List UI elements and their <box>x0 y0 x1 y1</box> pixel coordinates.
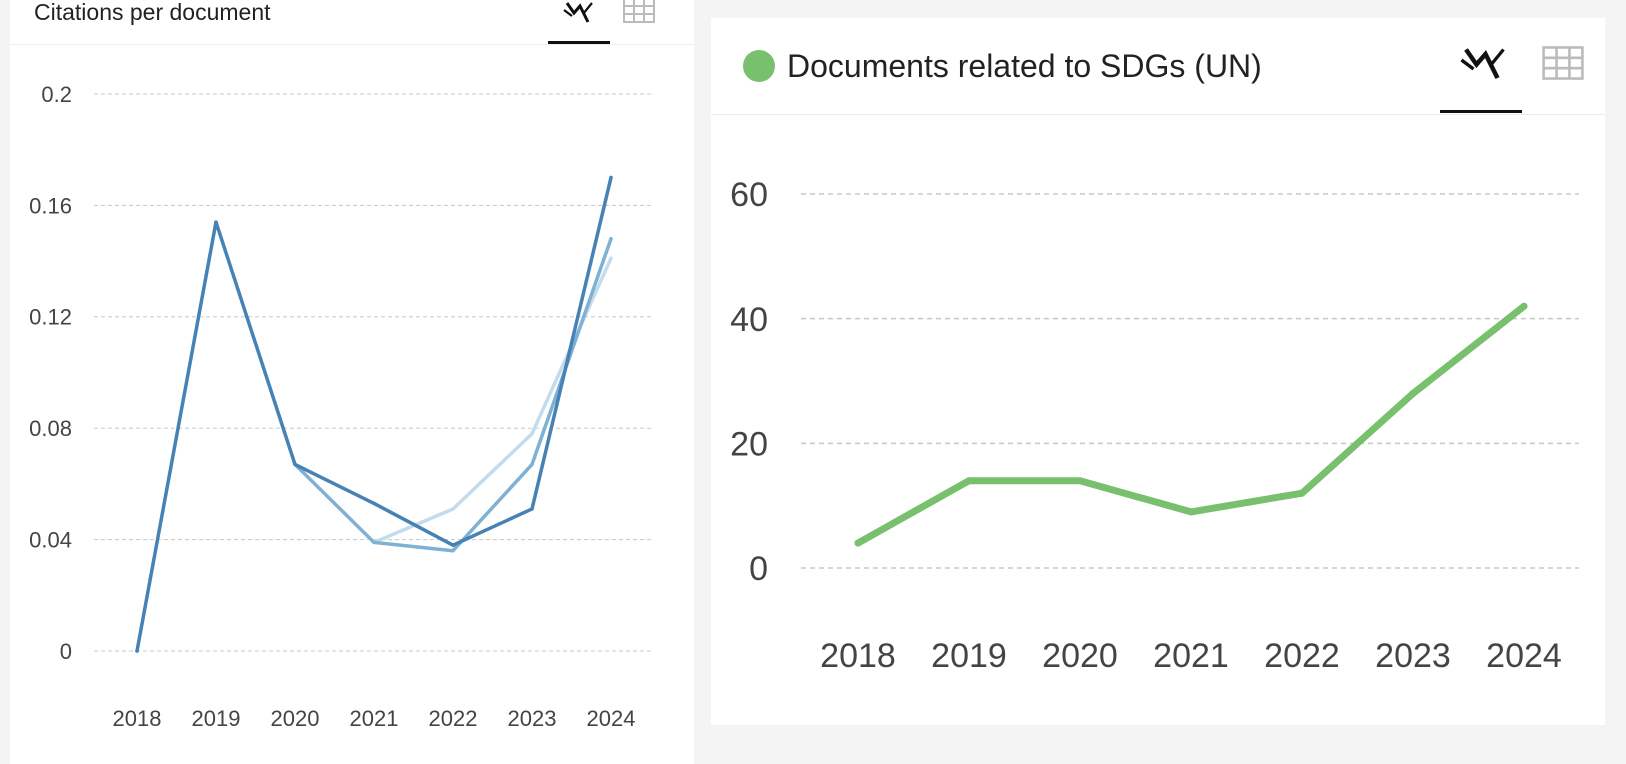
x-tick-label: 2018 <box>113 706 162 731</box>
data-point[interactable] <box>451 507 455 511</box>
y-tick-label: 40 <box>730 301 768 339</box>
data-point[interactable] <box>293 462 297 467</box>
y-tick-label: 60 <box>730 176 768 214</box>
data-point[interactable] <box>609 237 613 241</box>
y-tick-label: 0 <box>749 550 768 588</box>
data-point[interactable] <box>530 462 534 467</box>
panel-title: Documents related to SDGs (UN) <box>787 48 1262 84</box>
x-tick-label: 2021 <box>350 706 399 731</box>
data-point[interactable] <box>1076 477 1084 485</box>
citations-panel: Citations per document 0 0.04 0.08 0.12 0.16… <box>10 0 694 764</box>
panel-header: Citations per document <box>10 0 694 45</box>
series-line-1 <box>293 237 613 553</box>
data-point[interactable] <box>214 220 218 224</box>
y-tick-label: 0.16 <box>29 193 72 218</box>
data-point[interactable] <box>854 539 862 547</box>
y-tick-label: 0.04 <box>29 528 72 553</box>
x-tick-label: 2023 <box>508 706 557 731</box>
data-point[interactable] <box>1187 508 1195 516</box>
data-point[interactable] <box>609 175 613 180</box>
data-point[interactable] <box>451 548 455 553</box>
sdg-documents-line-chart: 0 20 40 60 2018 2019 2020 2021 2022 2023 2024 <box>730 176 1579 675</box>
panel-header: Documents related to SDGs (UN) <box>711 18 1605 115</box>
y-tick-label: 0.2 <box>41 82 72 107</box>
series-line-0 <box>854 302 1528 547</box>
x-tick-label: 2024 <box>587 706 636 731</box>
grid-table-icon[interactable] <box>622 0 656 24</box>
x-tick-label: 2024 <box>1486 637 1562 675</box>
y-tick-label: 0.12 <box>29 305 72 330</box>
x-tick-label: 2022 <box>429 706 478 731</box>
data-point[interactable] <box>530 432 534 436</box>
data-point[interactable] <box>609 256 613 261</box>
y-tick-label: 0.08 <box>29 416 72 441</box>
data-point[interactable] <box>451 543 455 547</box>
series-line-0 <box>372 256 613 545</box>
data-point[interactable] <box>1298 489 1306 497</box>
x-tick-label: 2023 <box>1375 637 1451 675</box>
data-point[interactable] <box>965 477 973 485</box>
y-tick-label: 20 <box>730 426 768 464</box>
data-point[interactable] <box>530 507 534 511</box>
data-point[interactable] <box>1520 302 1528 310</box>
active-tab-underline <box>1440 110 1522 113</box>
data-point[interactable] <box>135 649 139 653</box>
y-tick-label: 0 <box>60 639 72 664</box>
panel-title: Citations per document <box>34 0 271 25</box>
citations-line-chart: 0 0.04 0.08 0.12 0.16 0.2 2018 2019 2020 2021 2022… <box>29 82 652 731</box>
legend-dot <box>743 50 775 82</box>
x-tick-label: 2021 <box>1153 637 1229 675</box>
data-point[interactable] <box>372 501 376 506</box>
x-tick-label: 2019 <box>192 706 241 731</box>
x-tick-label: 2019 <box>931 637 1007 675</box>
x-tick-label: 2020 <box>1042 637 1118 675</box>
data-point[interactable] <box>1409 389 1417 397</box>
grid-table-icon[interactable] <box>1541 44 1585 82</box>
sdg-documents-panel: Documents related to SDGs (UN) 0 20 40 60 20… <box>711 18 1605 725</box>
x-tick-label: 2020 <box>271 706 320 731</box>
line-chart-icon[interactable] <box>561 0 597 30</box>
line-chart-icon[interactable] <box>1457 36 1511 90</box>
x-tick-label: 2022 <box>1264 637 1340 675</box>
x-tick-label: 2018 <box>820 637 896 675</box>
active-tab-underline <box>548 41 610 44</box>
data-point[interactable] <box>372 540 376 545</box>
